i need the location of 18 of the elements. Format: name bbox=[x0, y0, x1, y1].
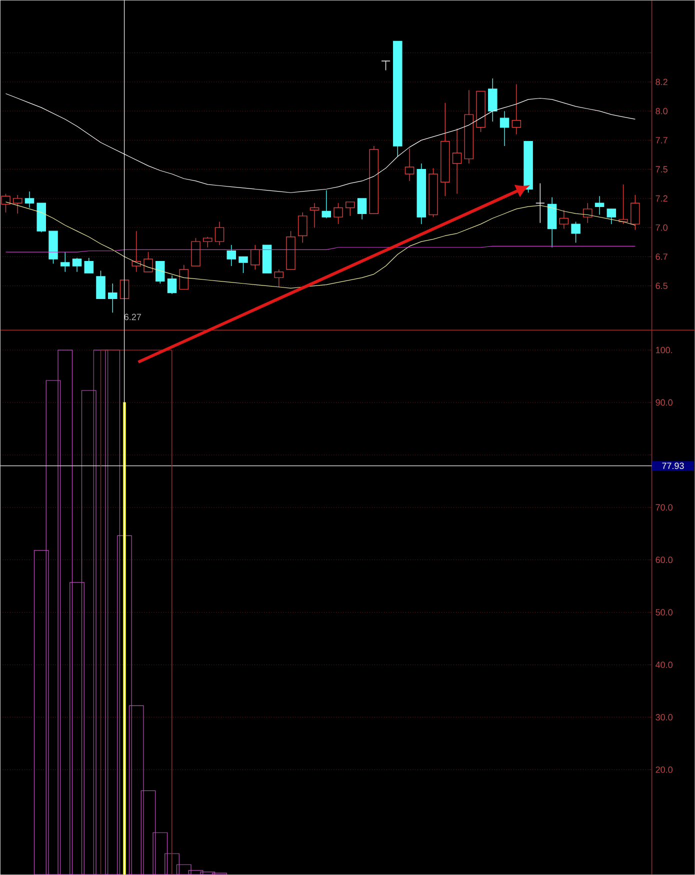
y-tick-label: 50.0 bbox=[656, 609, 672, 616]
y-tick-label: 70.0 bbox=[656, 504, 672, 511]
y-tick-label: 7.5 bbox=[656, 166, 668, 172]
y-tick-label: 40.0 bbox=[655, 662, 672, 668]
y-tick-label: 7.0 bbox=[656, 224, 668, 231]
y-tick-label: 7.7 bbox=[656, 137, 668, 144]
y-tick-label: 100. bbox=[656, 346, 672, 354]
annotation: 6.27 bbox=[124, 314, 141, 320]
y-tick-label: 90.0 bbox=[656, 399, 672, 406]
y-tick-label: 7.2 bbox=[656, 195, 668, 202]
y-tick-label: 60.0 bbox=[656, 556, 672, 564]
ref-line-label: 77.93 bbox=[662, 462, 684, 469]
y-tick-label: 8.2 bbox=[656, 78, 668, 86]
y-tick-label: 8.0 bbox=[656, 108, 668, 114]
y-tick-label: 6.5 bbox=[656, 282, 668, 290]
y-tick-label: 6.7 bbox=[656, 254, 668, 260]
y-tick-label: 20.0 bbox=[656, 766, 672, 773]
y-tick-label: 30.0 bbox=[656, 714, 672, 720]
